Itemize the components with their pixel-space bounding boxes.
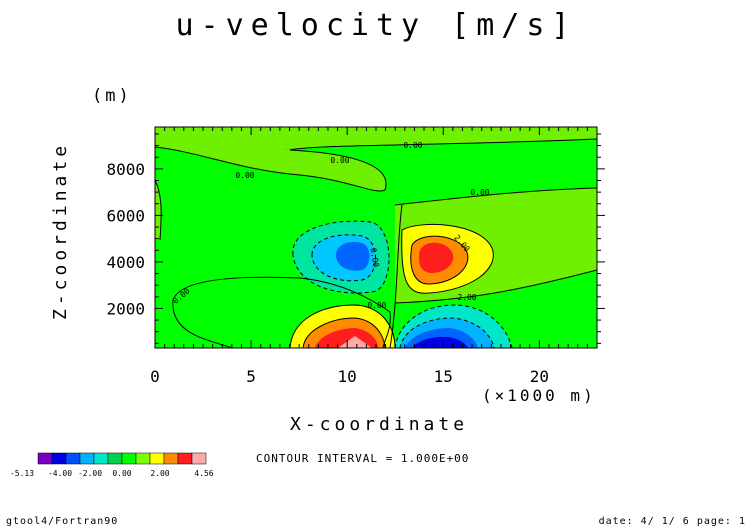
contour-line-yellow-upper (401, 223, 494, 294)
contour-line-cyan-lower (399, 317, 495, 348)
x-tick-label: 5 (246, 367, 256, 386)
x-tick-label: 20 (530, 367, 549, 386)
contour-line-left (155, 179, 162, 241)
x-tick-label: 10 (338, 367, 357, 386)
contour-label: 0.00 (235, 171, 254, 180)
contour-line-bottom-left (172, 276, 391, 348)
x-tick-label: 15 (434, 367, 453, 386)
y-tick-label: 8000 (106, 160, 145, 179)
region-darkblue-lower (412, 336, 468, 348)
contour-line-teal-upper (292, 220, 390, 294)
colorbar-label: -5.13 (10, 469, 34, 478)
colorbar-swatch (121, 452, 137, 465)
colorbar-label: -2.00 (78, 469, 102, 478)
footer-date-page: date: 4/ 1/ 6 page: 1 (598, 516, 746, 527)
colorbar-swatch (79, 452, 95, 465)
contour-label: 0.00 (367, 301, 386, 310)
colorbar-label: -4.00 (48, 469, 72, 478)
contour-label: 0.00 (470, 188, 489, 197)
contour-line-upper (155, 138, 597, 192)
contour-label: 0.00 (368, 247, 380, 268)
colorbar-swatch (65, 452, 81, 465)
colorbar-swatch (163, 452, 179, 465)
x-axis-label: X-coordinate (290, 414, 469, 435)
contour-line-orange-lower (302, 317, 386, 348)
colorbar-swatch (37, 452, 53, 465)
x-axis-unit: (×1000 m) (482, 386, 596, 405)
region-pink-lower (338, 336, 372, 348)
contour-label: 0.00 (330, 156, 349, 165)
chart-title: u-velocity [m/s] (175, 8, 577, 43)
y-axis: 2000 4000 6000 8000 (106, 160, 145, 319)
y-axis-unit: (m) (92, 86, 132, 106)
colorbar-swatch (191, 452, 207, 465)
contour-line-teal-lower (394, 304, 513, 348)
region-lightgreen-upper (155, 127, 597, 192)
y-tick-label: 6000 (106, 206, 145, 225)
y-tick-label: 2000 (106, 299, 145, 318)
colorbar-swatch (149, 452, 165, 465)
contour-lines (155, 138, 597, 348)
frame-ticks (154, 127, 605, 348)
colorbar-label: 4.56 (194, 469, 213, 478)
colorbar-swatch (177, 452, 193, 465)
colorbar-label: 0.00 (112, 469, 131, 478)
colorbar-label: 2.00 (150, 469, 169, 478)
footer-program: gtool4/Fortran90 (6, 516, 119, 527)
contour-interval: CONTOUR INTERVAL = 1.000E+00 (256, 452, 470, 465)
x-axis: 0 5 10 15 20 (150, 367, 549, 386)
colorbar-swatch (51, 452, 67, 465)
contour-line-right-upper (394, 187, 597, 206)
colorbar-swatch (107, 452, 123, 465)
colorbar-swatch (135, 452, 151, 465)
region-red-upper (418, 242, 454, 273)
colorbar-swatch (93, 452, 109, 465)
contour-line-right-lower (394, 269, 597, 304)
contour-line-orange-upper (410, 235, 469, 285)
contour-label: 0.00 (403, 141, 422, 150)
plot-area (155, 127, 597, 348)
y-tick-label: 4000 (106, 253, 145, 272)
contour-line-cyan-upper (311, 234, 376, 282)
contour-label: 2.00 (457, 293, 476, 302)
region-blue-upper (336, 242, 370, 271)
contour-line-yellow-lower (289, 304, 396, 348)
colorbar: -5.13 -4.00 -2.00 0.00 2.00 4.56 (10, 452, 214, 478)
x-tick-label: 0 (150, 367, 160, 386)
